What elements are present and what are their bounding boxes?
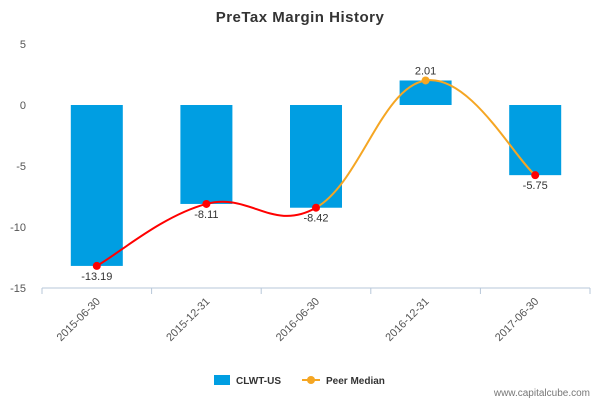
watermark: www.capitalcube.com xyxy=(493,388,590,399)
peer-median-line-segment xyxy=(425,79,536,176)
y-tick-label: 0 xyxy=(20,100,26,112)
legend-item-peer-median[interactable]: Peer Median xyxy=(302,376,385,387)
y-axis-labels: 5 0 -5 -10 -15 xyxy=(10,39,26,295)
peer-median-marker-2015-06-30 xyxy=(92,261,101,270)
peer-median-marker-2015-12-31 xyxy=(202,199,211,208)
legend-item-clwt[interactable]: CLWT-US xyxy=(214,375,281,387)
x-axis-labels: 2015-06-30 2015-12-31 2016-06-30 2016-12-31… xyxy=(55,296,542,344)
peer-median-marker-2016-06-30 xyxy=(312,203,320,212)
x-axis-ticks xyxy=(41,288,591,294)
x-tick-label: 2015-12-31 xyxy=(164,296,212,344)
legend-swatch-peer-median-marker xyxy=(307,376,315,384)
x-tick-label: 2016-06-30 xyxy=(274,296,322,344)
peer-median-line-segment xyxy=(315,79,426,209)
data-label: 2.01 xyxy=(415,65,436,77)
peer-median-line-group xyxy=(92,76,540,270)
data-label: -8.42 xyxy=(303,213,328,225)
peer-median-marker-2017-06-30 xyxy=(531,171,540,180)
peer-median-marker-2016-12-31 xyxy=(421,76,430,85)
x-tick-label: 2016-12-31 xyxy=(383,296,431,344)
y-tick-label: 5 xyxy=(20,39,26,51)
x-tick-label: 2015-06-30 xyxy=(55,296,103,344)
peer-median-line-segment xyxy=(206,200,317,217)
data-label: -8.11 xyxy=(194,209,218,221)
legend: CLWT-US Peer Median xyxy=(214,375,385,387)
legend-swatch-clwt xyxy=(214,375,230,385)
legend-label-clwt: CLWT-US xyxy=(236,376,281,387)
chart-title: PreTax Margin History xyxy=(216,9,385,26)
bar-2017-06-30 xyxy=(509,105,562,176)
x-tick-label: 2017-06-30 xyxy=(493,296,541,344)
data-labels: -13.19 -8.11 -8.42 2.01 -5.75 xyxy=(81,65,548,282)
bar-2016-12-31 xyxy=(399,80,452,105)
legend-label-peer-median: Peer Median xyxy=(326,376,385,387)
bar-2015-12-31 xyxy=(180,105,233,204)
y-tick-label: -5 xyxy=(16,161,26,173)
peer-median-line-segment xyxy=(96,202,207,267)
y-tick-label: -10 xyxy=(10,222,26,234)
data-label: -5.75 xyxy=(523,180,548,192)
data-label: -13.19 xyxy=(81,271,112,283)
y-tick-label: -15 xyxy=(10,283,26,295)
bar-2015-06-30 xyxy=(70,105,123,266)
bars xyxy=(70,80,562,266)
bar-2016-06-30 xyxy=(290,105,342,208)
